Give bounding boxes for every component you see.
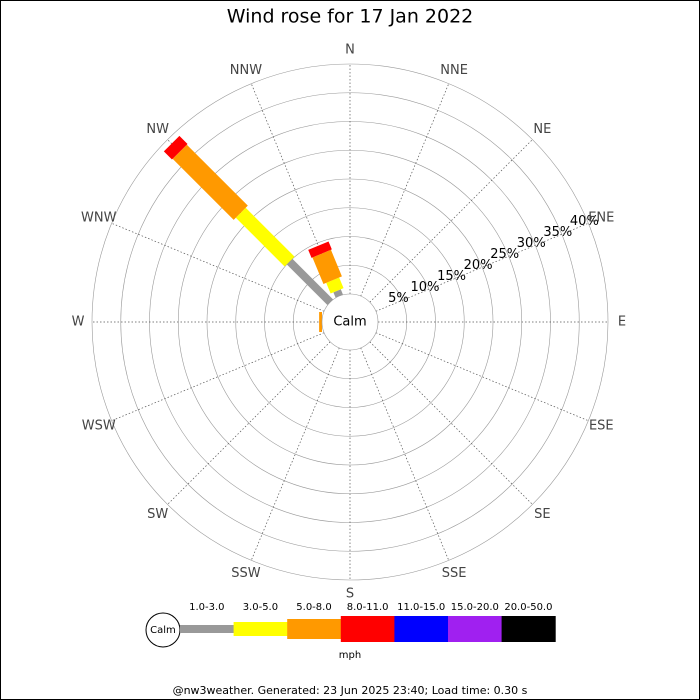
grid-ring — [91, 63, 609, 581]
bar-segment — [319, 312, 322, 332]
r-tick-label: 25% — [490, 247, 519, 262]
direction-label: ESE — [589, 419, 614, 434]
calm-circle — [321, 293, 379, 351]
bar-segment — [235, 207, 295, 267]
direction-label: SW — [147, 507, 168, 522]
direction-label: SE — [534, 507, 550, 522]
grid-ring — [235, 207, 465, 437]
bar-segment — [312, 249, 342, 285]
grid-ring — [120, 92, 580, 552]
direction-label: WNW — [81, 210, 117, 225]
bar-segment — [308, 241, 332, 258]
r-tick-label: 20% — [464, 258, 493, 273]
chart-title: Wind rose for 17 Jan 2022 — [227, 6, 474, 28]
direction-label: SSE — [442, 566, 467, 581]
r-tick-label: 15% — [437, 269, 466, 284]
bar-segment — [163, 135, 188, 160]
direction-label: NNW — [230, 63, 262, 78]
direction-label: NW — [146, 122, 169, 137]
direction-label: ENE — [588, 210, 614, 225]
legend-label: 11.0-15.0 — [397, 602, 445, 613]
legend-label: 5.0-8.0 — [296, 602, 331, 613]
legend-label: 15.0-20.0 — [451, 602, 499, 613]
legend-swatch — [340, 616, 395, 642]
bar-segment — [326, 277, 344, 294]
direction-label: E — [618, 315, 626, 330]
r-tick-label: 30% — [517, 236, 546, 251]
calm-label: Calm — [333, 315, 366, 330]
r-tick-label: 10% — [411, 280, 440, 295]
direction-label: NE — [533, 122, 551, 137]
direction-label: NNE — [440, 63, 468, 78]
legend-swatch — [394, 616, 449, 642]
legend-swatch — [448, 616, 503, 642]
footer: @nw3weather. Generated: 23 Jun 2025 23:4… — [173, 684, 528, 697]
grid-ring — [206, 178, 494, 466]
legend-swatch — [287, 619, 342, 639]
direction-label: N — [345, 43, 355, 58]
bar-segment — [286, 258, 334, 306]
legend-swatch — [180, 625, 235, 633]
r-tick-label: 35% — [543, 225, 572, 240]
direction-label: W — [72, 315, 85, 330]
direction-label: SSW — [231, 566, 261, 581]
bar-segment — [172, 144, 248, 220]
r-tick-label: 40% — [570, 214, 599, 229]
legend-unit: mph — [339, 650, 361, 661]
legend-calm-label: Calm — [150, 625, 176, 636]
legend-label: 3.0-5.0 — [243, 602, 278, 613]
legend-label: 1.0-3.0 — [189, 602, 224, 613]
legend-swatch — [233, 622, 288, 636]
r-tick-label: 5% — [388, 291, 409, 306]
legend-swatch — [501, 616, 556, 642]
legend-label: 8.0-11.0 — [347, 602, 389, 613]
bar-segment — [307, 241, 330, 251]
direction-label: S — [346, 587, 354, 602]
direction-label: WSW — [82, 419, 116, 434]
legend-label: 20.0-50.0 — [504, 602, 552, 613]
